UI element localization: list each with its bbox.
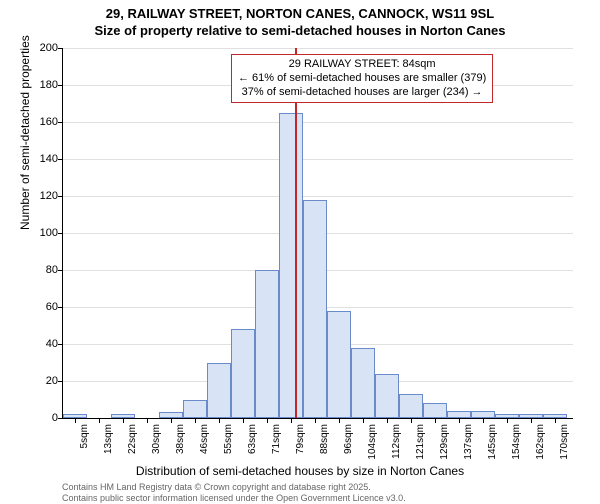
ytick-label: 140 [40,153,58,165]
ytick-mark [58,344,63,345]
annotation-line: ← 61% of semi-detached houses are smalle… [238,72,486,86]
xtick-label: 13sqm [103,424,114,454]
histogram-bar [231,329,255,418]
ytick-mark [58,122,63,123]
ytick-mark [58,85,63,86]
ytick-label: 20 [46,375,58,387]
xtick-label: 145sqm [487,424,498,460]
xtick-mark [339,418,340,423]
xtick-label: 63sqm [247,424,258,454]
ytick-mark [58,196,63,197]
xtick-label: 162sqm [535,424,546,460]
xtick-label: 55sqm [223,424,234,454]
title-line-2: Size of property relative to semi-detach… [0,23,600,40]
xtick-mark [483,418,484,423]
xtick-label: 137sqm [463,424,474,460]
gridline [63,48,573,49]
xtick-label: 5sqm [79,424,90,448]
xtick-mark [219,418,220,423]
xtick-mark [507,418,508,423]
xtick-mark [435,418,436,423]
xtick-mark [147,418,148,423]
xtick-mark [387,418,388,423]
xtick-mark [243,418,244,423]
histogram-bar [303,200,327,418]
annotation-line: 37% of semi-detached houses are larger (… [238,86,486,100]
plot-region: 0204060801001201401601802005sqm13sqm22sq… [62,48,573,419]
ytick-mark [58,159,63,160]
ytick-label: 200 [40,42,58,54]
xtick-mark [555,418,556,423]
xtick-label: 30sqm [151,424,162,454]
xtick-label: 71sqm [271,424,282,454]
reference-line [295,48,297,418]
annotation-line: 29 RAILWAY STREET: 84sqm [238,58,486,72]
histogram-bar [399,394,423,418]
gridline [63,196,573,197]
xtick-mark [411,418,412,423]
gridline [63,122,573,123]
xtick-mark [123,418,124,423]
ytick-label: 100 [40,227,58,239]
xtick-mark [459,418,460,423]
histogram-bar [207,363,231,419]
histogram-bar [327,311,351,418]
ytick-label: 60 [46,301,58,313]
xtick-mark [315,418,316,423]
xtick-label: 22sqm [127,424,138,454]
xtick-label: 46sqm [199,424,210,454]
xtick-label: 38sqm [175,424,186,454]
title-line-1: 29, RAILWAY STREET, NORTON CANES, CANNOC… [0,6,600,23]
y-axis-label: Number of semi-detached properties [18,35,32,230]
xtick-label: 104sqm [367,424,378,460]
footer-line-1: Contains HM Land Registry data © Crown c… [62,482,406,493]
xtick-label: 154sqm [511,424,522,460]
ytick-mark [58,381,63,382]
histogram-bar [423,403,447,418]
ytick-mark [58,270,63,271]
ytick-mark [58,233,63,234]
histogram-bar [351,348,375,418]
ytick-label: 160 [40,116,58,128]
xtick-label: 170sqm [559,424,570,460]
footer-line-2: Contains public sector information licen… [62,493,406,504]
ytick-label: 180 [40,79,58,91]
ytick-label: 80 [46,264,58,276]
histogram-bar [183,400,207,419]
xtick-label: 88sqm [319,424,330,454]
ytick-mark [58,307,63,308]
xtick-label: 96sqm [343,424,354,454]
xtick-mark [363,418,364,423]
histogram-bar [279,113,303,418]
chart-title: 29, RAILWAY STREET, NORTON CANES, CANNOC… [0,0,600,40]
ytick-label: 0 [52,412,58,424]
histogram-bar [375,374,399,418]
xtick-label: 112sqm [391,424,402,459]
xtick-mark [531,418,532,423]
chart-area: 0204060801001201401601802005sqm13sqm22sq… [62,48,572,418]
xtick-label: 129sqm [439,424,450,460]
xtick-mark [195,418,196,423]
xtick-mark [267,418,268,423]
ytick-mark [58,418,63,419]
footer-attribution: Contains HM Land Registry data © Crown c… [62,482,406,504]
histogram-bar [471,411,495,418]
x-axis-label: Distribution of semi-detached houses by … [0,464,600,478]
xtick-mark [75,418,76,423]
gridline [63,159,573,160]
xtick-mark [291,418,292,423]
histogram-bar [447,411,471,418]
xtick-label: 79sqm [295,424,306,454]
ytick-label: 120 [40,190,58,202]
histogram-bar [255,270,279,418]
xtick-label: 121sqm [415,424,426,460]
ytick-label: 40 [46,338,58,350]
xtick-mark [99,418,100,423]
xtick-mark [171,418,172,423]
annotation-box: 29 RAILWAY STREET: 84sqm← 61% of semi-de… [231,54,493,103]
ytick-mark [58,48,63,49]
